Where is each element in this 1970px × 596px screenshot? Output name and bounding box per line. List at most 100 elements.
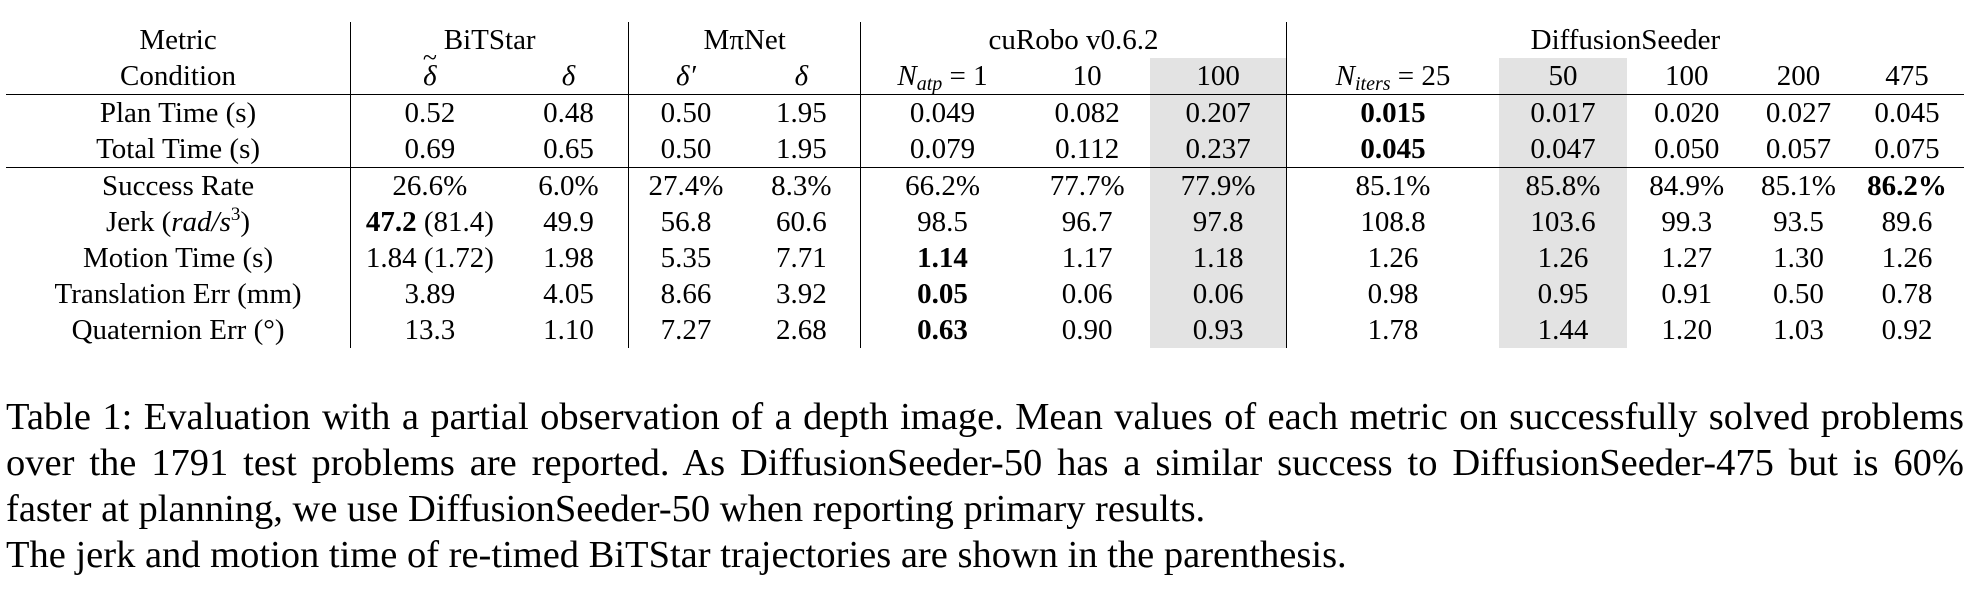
cond-diff-d: 200 <box>1746 58 1851 95</box>
cell: 1.10 <box>508 312 630 348</box>
cell: 84.9% <box>1649 169 1725 202</box>
cell: 5.35 <box>660 241 712 274</box>
header-diffusionseeder: DiffusionSeeder <box>1530 23 1721 56</box>
cell: 103.6 <box>1499 204 1627 240</box>
cell: 96.7 <box>1061 205 1113 238</box>
caption-body: Table 1: Evaluation with a partial obser… <box>6 396 1964 530</box>
table-row: Translation Err (mm) 3.89 4.05 8.66 3.92… <box>6 276 1964 312</box>
cell: 3.89 <box>404 277 456 310</box>
cell-best: 0.05 <box>917 277 968 310</box>
cell: 1.26 <box>1367 241 1419 274</box>
cell: 93.5 <box>1773 205 1824 238</box>
cell: 1.17 <box>1061 241 1113 274</box>
cell: 0.057 <box>1746 131 1851 168</box>
cond-bitstar-b: δ <box>508 58 630 95</box>
header-bitstar: BiTStar <box>350 22 630 58</box>
cell: 0.027 <box>1765 96 1832 129</box>
row-label: Quaternion Err (°) <box>6 312 352 348</box>
cell: 0.045 <box>1874 96 1940 129</box>
group-header-row: Metric BiTStar MπNet cuRobo v0.6.2 Diffu… <box>6 22 1964 58</box>
table-row: Success Rate 26.6% 6.0% 27.4% 8.3% 66.2%… <box>6 167 1964 204</box>
cell: 26.6% <box>392 169 468 202</box>
cell: 0.237 <box>1150 131 1287 168</box>
cell: 0.207 <box>1150 94 1287 131</box>
cell-best: 0.015 <box>1360 96 1426 129</box>
header-condition: Condition <box>6 58 352 95</box>
cell: 66.2% <box>905 169 980 202</box>
cell: 99.3 <box>1661 205 1713 238</box>
cell: 49.9 <box>508 204 630 240</box>
cond-diff-b: 50 <box>1499 58 1627 95</box>
row-label: Plan Time (s) <box>6 94 352 131</box>
cell-best: 86.2% <box>1867 169 1947 202</box>
cell: 56.8 <box>660 205 712 238</box>
cell: 0.017 <box>1499 94 1627 131</box>
row-label: Motion Time (s) <box>6 240 352 276</box>
table-row: Motion Time (s) 1.84 (1.72) 1.98 5.35 7.… <box>6 240 1964 276</box>
cell-best: 0.045 <box>1286 131 1500 168</box>
cell: 60.6 <box>742 204 862 240</box>
cond-mpinet-b: δ <box>742 58 862 95</box>
cell: 0.082 <box>1054 96 1120 129</box>
cell: 97.8 <box>1150 204 1287 240</box>
cell: 1.26 <box>1499 240 1627 276</box>
cell: 0.48 <box>508 94 630 131</box>
cell: 3.92 <box>742 276 862 312</box>
cell: 77.9% <box>1150 167 1287 204</box>
row-label: Translation Err (mm) <box>6 276 352 312</box>
cell: 0.78 <box>1881 277 1933 310</box>
cond-mpinet-a: δ′ <box>628 58 743 95</box>
row-label: Total Time (s) <box>6 131 352 168</box>
cell: 0.50 <box>1773 277 1824 310</box>
cell: 85.1% <box>1760 169 1836 202</box>
cell: 1.78 <box>1367 313 1419 346</box>
cell: 0.050 <box>1626 131 1747 168</box>
results-table: Metric BiTStar MπNet cuRobo v0.6.2 Diffu… <box>6 22 1964 348</box>
header-mpinet: MπNet <box>628 22 862 58</box>
cell: 0.047 <box>1499 131 1627 168</box>
cell: 8.3% <box>742 167 862 204</box>
cell: 0.50 <box>660 96 712 129</box>
cell: 98.5 <box>917 205 968 238</box>
caption-last-line: The jerk and motion time of re-timed BiT… <box>6 534 1347 576</box>
table-row: Jerk (rad/s3) 47.2 (81.4) 49.9 56.8 60.6… <box>6 204 1964 240</box>
cond-diff-c: 100 <box>1626 58 1747 95</box>
cell: 1.03 <box>1773 313 1824 346</box>
cell: 2.68 <box>742 312 862 348</box>
cell: 47.2 (81.4) <box>365 205 494 238</box>
cell: 0.079 <box>860 131 1024 168</box>
cell: 27.4% <box>648 169 724 202</box>
cell: 85.1% <box>1355 169 1431 202</box>
condition-header-row: Condition δ δ δ′ δ Natp = 1 10 100 Niter… <box>6 58 1964 95</box>
cond-curobo-c: 100 <box>1150 58 1287 95</box>
cell: 0.112 <box>1023 131 1151 168</box>
cell: 0.049 <box>909 96 976 129</box>
header-metric: Metric <box>6 22 352 58</box>
cond-diff-a: Niters = 25 <box>1286 58 1500 95</box>
table-row: Plan Time (s) 0.52 0.48 0.50 1.95 0.049 … <box>6 94 1964 131</box>
cell: 4.05 <box>508 276 630 312</box>
cell: 0.06 <box>1061 277 1113 310</box>
cell-best: 47.2 <box>365 205 417 238</box>
cell: 1.30 <box>1773 241 1824 274</box>
cell: 7.71 <box>742 240 862 276</box>
cell: 0.90 <box>1061 313 1113 346</box>
row-label: Jerk (rad/s3) <box>6 204 352 240</box>
cell: 8.66 <box>660 277 712 310</box>
cell: 85.8% <box>1499 167 1627 204</box>
cell: 0.52 <box>404 96 456 129</box>
cell: 13.3 <box>404 313 456 346</box>
cond-curobo-a: Natp = 1 <box>860 58 1024 95</box>
cell: 6.0% <box>508 167 630 204</box>
cell: 1.20 <box>1661 313 1713 346</box>
cell: 0.50 <box>628 131 743 168</box>
cell: 0.06 <box>1150 276 1287 312</box>
cell: 1.26 <box>1881 241 1933 274</box>
cell: 1.98 <box>508 240 630 276</box>
cond-curobo-b: 10 <box>1023 58 1151 95</box>
cell: 1.18 <box>1150 240 1287 276</box>
cell-best: 0.63 <box>917 313 968 346</box>
cell: 1.27 <box>1661 241 1713 274</box>
cell: 1.44 <box>1499 312 1627 348</box>
cell: 0.075 <box>1850 131 1964 168</box>
